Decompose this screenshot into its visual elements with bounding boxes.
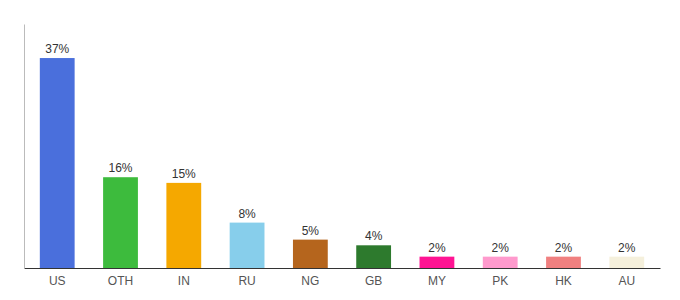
- x-tick-label: US: [49, 274, 66, 288]
- data-label: 2%: [492, 241, 510, 255]
- bar: [40, 58, 75, 268]
- bar: [420, 257, 455, 268]
- x-tick-label: MY: [428, 274, 446, 288]
- bars: [40, 58, 644, 268]
- x-tick-label: IN: [178, 274, 190, 288]
- x-tick: GB: [365, 274, 382, 288]
- data-labels: 37% 16% 15% 8% 5% 4% 2% 2% 2% 2%: [45, 42, 636, 255]
- data-label: 2%: [428, 241, 446, 255]
- bar: [230, 223, 265, 268]
- x-tick-label: HK: [555, 274, 572, 288]
- data-label: 4%: [365, 229, 383, 243]
- bar: [166, 183, 201, 268]
- x-axis-line: [25, 268, 661, 269]
- x-tick: NG: [301, 274, 319, 288]
- x-tick: RU: [238, 274, 255, 288]
- bar: [609, 257, 644, 268]
- x-tick-label: GB: [365, 274, 382, 288]
- bar: [103, 177, 138, 268]
- x-tick-label: NG: [301, 274, 319, 288]
- y-axis-line: [24, 25, 25, 269]
- data-label: 2%: [618, 241, 636, 255]
- x-tick: AU: [618, 274, 635, 288]
- bar: [483, 257, 518, 268]
- data-label: 15%: [172, 167, 196, 181]
- data-label: 2%: [555, 241, 573, 255]
- x-tick-label: OTH: [108, 274, 133, 288]
- x-tick: IN: [178, 274, 190, 288]
- x-tick: HK: [555, 274, 572, 288]
- x-tick: MY: [428, 274, 446, 288]
- data-label: 37%: [45, 42, 69, 56]
- data-label: 5%: [302, 224, 320, 238]
- data-label: 16%: [108, 161, 132, 175]
- plot: US OTH IN RU NG GB MY PK HK AU 37% 16% 15% 8% 5% 4% 2% 2%…: [25, 25, 661, 288]
- x-tick-label: RU: [238, 274, 255, 288]
- x-tick-label: AU: [618, 274, 635, 288]
- data-label: 8%: [238, 207, 256, 221]
- bar: [293, 240, 328, 268]
- x-axis: US OTH IN RU NG GB MY PK HK AU: [25, 269, 661, 288]
- y-axis: [24, 25, 25, 269]
- chart: US OTH IN RU NG GB MY PK HK AU 37% 16% 15% 8% 5% 4% 2% 2%…: [0, 0, 680, 300]
- x-tick: US: [49, 274, 66, 288]
- x-tick-label: PK: [492, 274, 508, 288]
- bar: [546, 257, 581, 268]
- x-tick: OTH: [108, 274, 133, 288]
- bar: [356, 245, 391, 268]
- x-tick: PK: [492, 274, 508, 288]
